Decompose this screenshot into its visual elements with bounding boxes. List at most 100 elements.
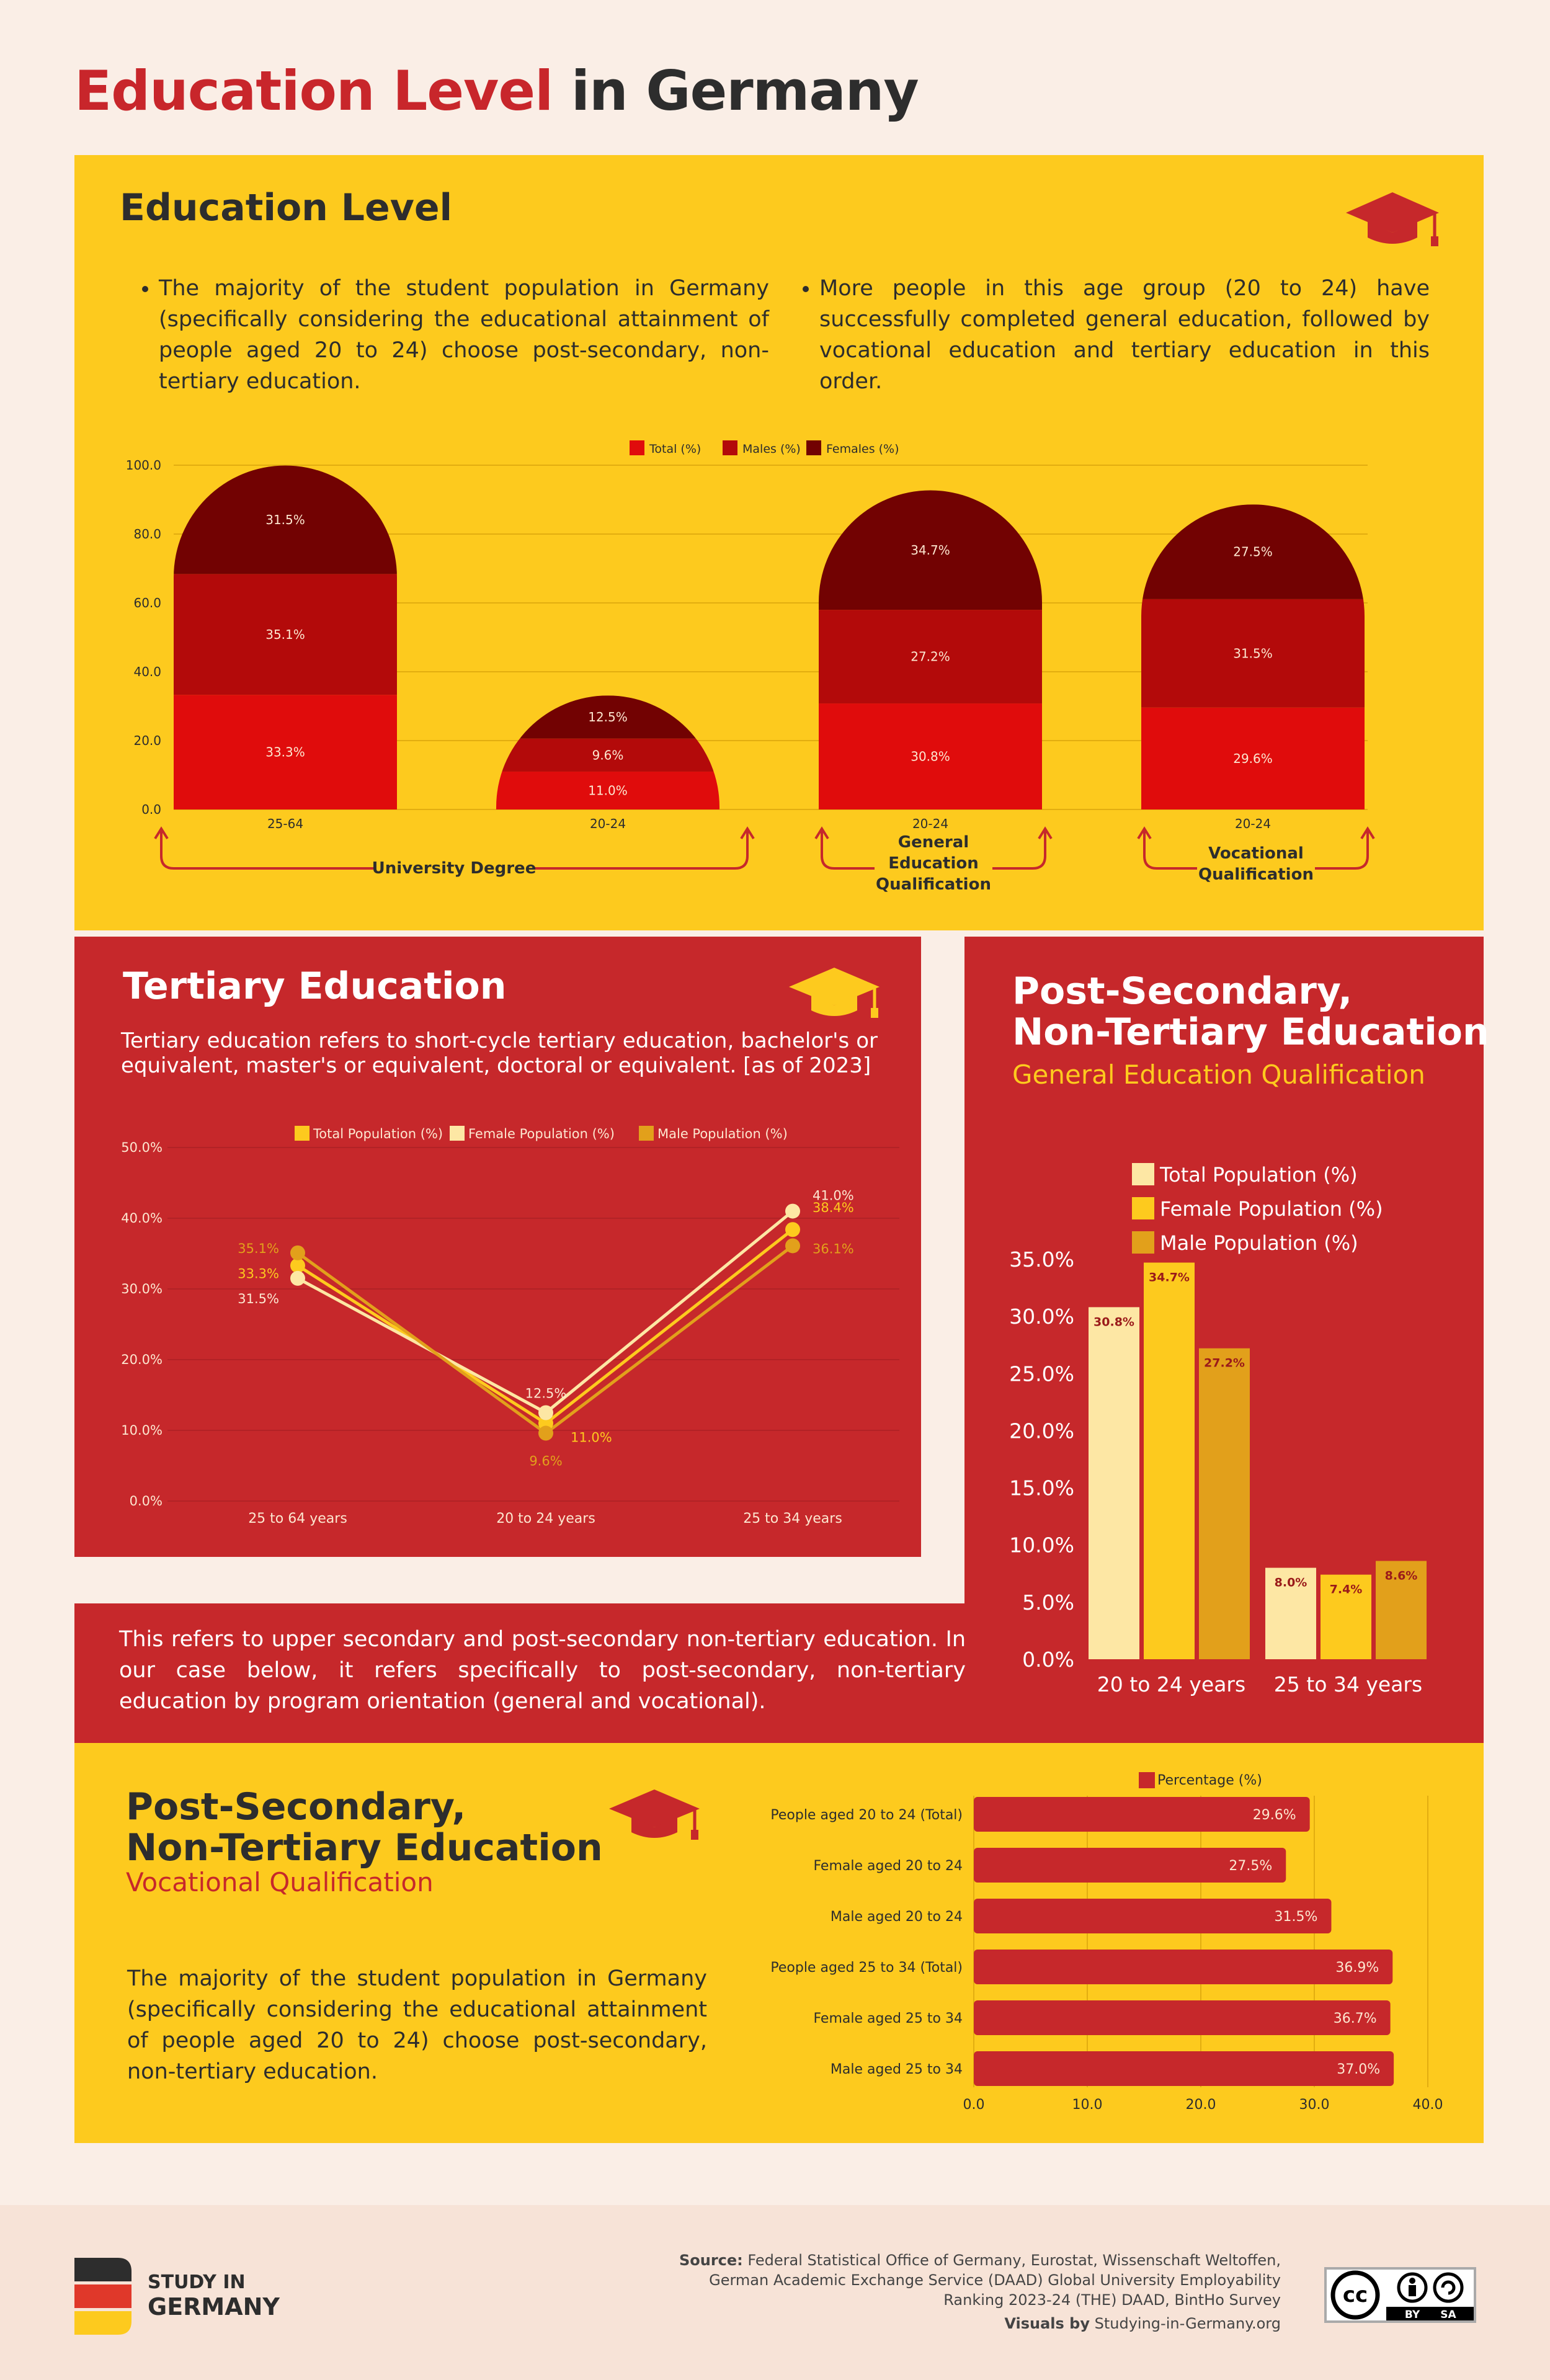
x-tick-label: 20-24 (912, 816, 948, 831)
legend-label: Female Population (%) (1160, 1197, 1383, 1221)
stacked-arch-chart: Total (%) Males (%) Females (%) 0.0 20.0 40.0… (126, 440, 1375, 897)
vocational-heading-line1: Post-Secondary, (126, 1785, 466, 1829)
tertiary-description: Tertiary education refers to short-cycle… (121, 1028, 878, 1078)
stacked-bar-segment (1141, 707, 1365, 809)
bar-value-label: 30.8% (1093, 1315, 1134, 1329)
stacked-bar-segment (496, 738, 719, 772)
x-tick-label: 20.0 (1186, 2097, 1216, 2113)
visuals-text: Studying-in-Germany.org (1094, 2315, 1281, 2332)
stacked-bar-segment (819, 610, 1042, 704)
y-tick-label: 40.0 (133, 664, 161, 679)
line-point (785, 1203, 800, 1219)
segment-value-label: 27.2% (911, 649, 950, 664)
visuals-label: Visuals by (1004, 2315, 1090, 2332)
bar-value-label: 36.9% (1335, 1960, 1379, 1976)
hbar (974, 1899, 1332, 1933)
segment-value-label: 31.5% (265, 512, 305, 527)
point-value-label: 9.6% (529, 1454, 562, 1469)
line-point (290, 1270, 305, 1286)
cc-license-badge: cc BY SA (1324, 2267, 1476, 2323)
bullet-item: The majority of the student population i… (159, 273, 769, 397)
segment-value-label: 31.5% (1233, 646, 1273, 661)
footer (0, 2205, 1550, 2380)
legend-swatch (723, 440, 737, 455)
x-tick-label: 20 to 24 years (1097, 1672, 1245, 1696)
legend-swatch (295, 1126, 310, 1141)
bar-value-label: 27.2% (1204, 1357, 1245, 1370)
x-tick-label: 0.0 (963, 2097, 985, 2113)
y-tick-label: 30.0% (1009, 1304, 1074, 1329)
postsec-heading-line1: Post-Secondary, (1012, 969, 1353, 1013)
graduation-cap-icon (789, 968, 880, 1018)
bar (1089, 1307, 1139, 1659)
legend-label: Total Population (%) (1159, 1163, 1358, 1187)
y-tick-label: 5.0% (1022, 1590, 1074, 1615)
legend-swatch (450, 1126, 465, 1141)
line-point (290, 1245, 305, 1260)
bar-value-label: 31.5% (1275, 1909, 1318, 1925)
bar-value-label: 37.0% (1337, 2062, 1380, 2077)
segment-value-label: 9.6% (592, 747, 624, 762)
stacked-bar-segment (174, 574, 397, 695)
bar-value-label: 27.5% (1229, 1858, 1272, 1874)
cc-label: cc (1343, 2283, 1368, 2307)
postsec-description: This refers to upper secondary and post-… (119, 1627, 966, 1714)
x-tick-label: 10.0 (1072, 2097, 1103, 2113)
y-category-label: People aged 25 to 34 (Total) (770, 1960, 963, 1976)
group-label: Qualification (1198, 865, 1314, 884)
segment-value-label: 34.7% (911, 543, 950, 558)
line-point (785, 1222, 800, 1237)
group-label: Qualification (876, 875, 991, 894)
by-label: BY (1405, 2309, 1420, 2321)
vocational-hbar-chart: Percentage (%) 0.0 10.0 20.0 30.0 40.0 29.6% Pe… (770, 1772, 1443, 2113)
bullet-item: More people in this age group (20 to 24)… (819, 273, 1430, 397)
y-tick-label: 20.0% (121, 1352, 163, 1367)
line-point (785, 1238, 800, 1254)
title-part-2: in Germany (571, 59, 919, 123)
vocational-heading-line2: Non-Tertiary Education (126, 1826, 603, 1870)
x-tick-label: 20-24 (1235, 816, 1271, 831)
legend-swatch (1132, 1163, 1154, 1185)
point-value-label: 11.0% (571, 1430, 612, 1445)
y-tick-label: 100.0 (126, 458, 161, 473)
legend-label: Males (%) (742, 442, 801, 456)
group-label-bg (875, 830, 992, 897)
x-tick-label: 25 to 34 years (1274, 1672, 1422, 1696)
segment-value-label: 27.5% (1233, 545, 1273, 559)
legend-swatch (1139, 1772, 1155, 1788)
vocational-description: The majority of the student population i… (127, 1966, 707, 2084)
graduation-cap-icon (609, 1789, 700, 1840)
point-value-label: 41.0% (813, 1188, 854, 1203)
education-level-heading: Education Level (120, 186, 453, 230)
series-line (296, 1244, 794, 1435)
segment-value-label: 33.3% (265, 745, 305, 760)
point-value-label: 31.5% (238, 1291, 279, 1306)
legend-label: Percentage (%) (1157, 1773, 1262, 1788)
section1-bullet-left: The majority of the student population i… (136, 273, 769, 397)
y-tick-label: 20.0 (133, 733, 161, 748)
bar-value-label: 34.7% (1149, 1271, 1190, 1285)
y-category-label: Male aged 25 to 34 (831, 2062, 963, 2077)
y-tick-label: 30.0% (121, 1281, 163, 1296)
y-category-label: People aged 20 to 24 (Total) (770, 1807, 963, 1823)
x-tick-label: 25 to 34 years (743, 1511, 842, 1526)
bar (1144, 1262, 1195, 1659)
germany-flag-logo-icon (74, 2258, 131, 2335)
y-category-label: Female aged 25 to 34 (813, 2011, 963, 2026)
point-value-label: 38.4% (813, 1200, 854, 1215)
graduation-cap-icon (1346, 192, 1439, 246)
page-title: Education Level in Germany (74, 59, 919, 123)
bar-value-label: 7.4% (1330, 1583, 1363, 1597)
postsec-subtitle: General Education Qualification (1012, 1059, 1425, 1090)
legend-label: Total Population (%) (313, 1126, 443, 1141)
bar-value-label: 29.6% (1253, 1807, 1296, 1823)
y-category-label: Female aged 20 to 24 (813, 1858, 963, 1874)
hbar (974, 1797, 1310, 1832)
line-point (538, 1405, 553, 1420)
title-part-1: Education Level (74, 59, 553, 123)
section1-bullet-right: More people in this age group (20 to 24)… (797, 273, 1430, 397)
legend-label: Male Population (%) (657, 1126, 788, 1141)
point-value-label: 12.5% (525, 1386, 567, 1401)
tertiary-line-chart: Total Population (%) Female Population (%… (121, 1126, 899, 1526)
y-category-label: Male aged 20 to 24 (831, 1909, 963, 1925)
